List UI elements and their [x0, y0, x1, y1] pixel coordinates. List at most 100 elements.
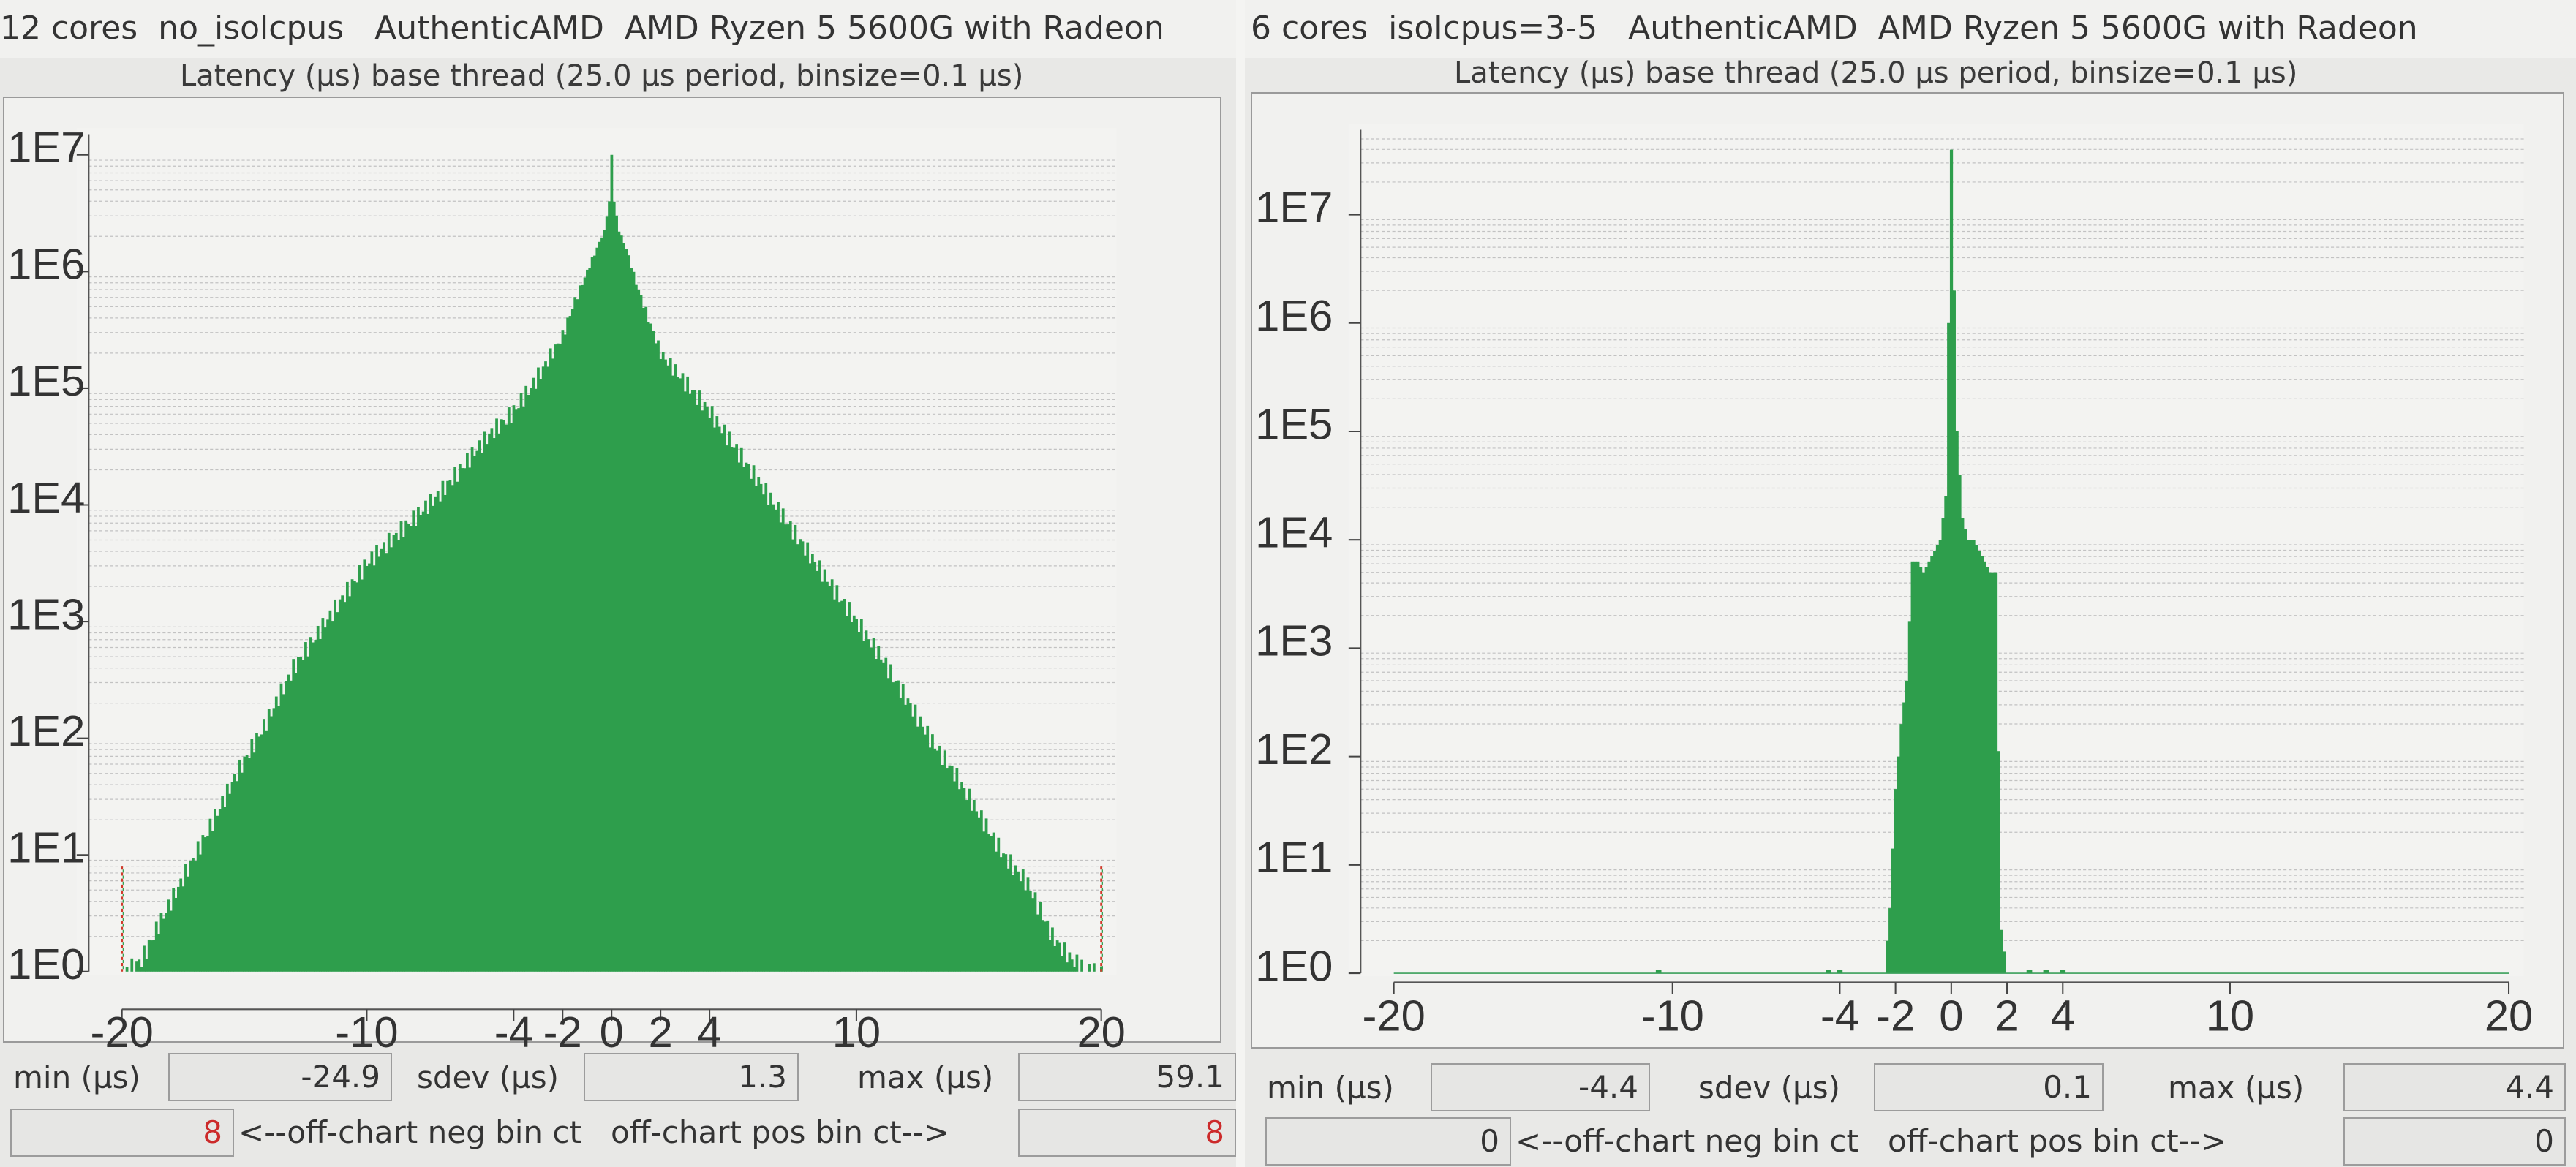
histogram-bar: [710, 406, 714, 972]
histogram-bar: [999, 857, 1003, 972]
histogram-bar: [1966, 540, 1970, 974]
histogram-bar: [1017, 871, 1020, 972]
histogram-bar: [739, 447, 743, 972]
histogram-bar: [566, 317, 570, 972]
histogram-bar: [407, 524, 410, 972]
histogram-bar: [189, 861, 192, 972]
histogram-bar: [541, 366, 545, 972]
histogram-bar: [417, 507, 420, 972]
histogram-bar: [385, 553, 388, 972]
histogram-bar: [544, 361, 547, 972]
histogram-bar: [192, 858, 195, 972]
y-tick-label: 1E1: [1255, 833, 1333, 882]
histogram-bar: [316, 625, 320, 972]
histogram-bar: [228, 793, 232, 972]
histogram-bar: [1051, 927, 1054, 972]
histogram-bar: [323, 627, 327, 972]
histogram-bar: [1655, 970, 1662, 974]
max-value-box: 4.4: [2343, 1063, 2566, 1111]
histogram-bar: [355, 582, 359, 972]
histogram-bar: [446, 480, 449, 972]
histogram-bar: [203, 837, 207, 972]
histogram-bar: [745, 462, 748, 972]
histogram-bar: [125, 967, 129, 972]
histogram-bar: [928, 747, 932, 972]
neg-count-box: 8: [10, 1109, 234, 1157]
histogram-bar: [184, 864, 187, 972]
histogram-bar: [372, 565, 376, 972]
histogram-bar: [287, 674, 290, 972]
histogram-bar: [211, 831, 214, 972]
histogram-bar: [306, 656, 310, 972]
min-label: min (µs): [13, 1060, 140, 1095]
histogram-bar: [931, 734, 934, 972]
histogram-bar: [1826, 970, 1831, 974]
histogram-bar: [781, 508, 785, 972]
histogram-bar: [644, 306, 648, 972]
histogram-bar: [2026, 970, 2033, 974]
histogram-bar: [252, 752, 256, 972]
y-tick-label: 1E0: [1255, 941, 1333, 990]
y-tick-label: 1E7: [7, 123, 85, 172]
histogram-bar: [238, 759, 241, 972]
histogram-bar: [872, 638, 875, 972]
y-tick-label: 1E3: [7, 589, 85, 638]
histogram-bar: [972, 799, 976, 972]
right-panel: 6 cores isolcpus=3-5 AuthenticAMD AMD Ry…: [1245, 0, 2576, 1167]
histogram-bar: [1963, 529, 1967, 974]
histogram-bar: [483, 431, 486, 972]
histogram-bar: [615, 215, 618, 972]
histogram-bar: [187, 876, 190, 972]
histogram-bar: [576, 299, 579, 972]
histogram-bar: [908, 703, 912, 972]
histogram-bar: [708, 418, 712, 972]
histogram-bar: [1927, 561, 1931, 974]
histogram-bar: [590, 257, 594, 972]
histogram-bar: [1055, 940, 1059, 972]
histogram-bar: [456, 481, 459, 972]
histogram-bar: [176, 886, 180, 972]
x-tick-label: -2: [1876, 991, 1915, 1040]
plot-frame: 1E0 1E1 1E2 1E3 1E4 1E5 1E6 1E7 -20 -10 -4 -2 0 2 4 10 2…: [3, 97, 1221, 1057]
histogram-bar: [549, 348, 552, 972]
histogram-bar: [165, 913, 168, 972]
histogram-bar: [603, 230, 606, 972]
histogram-bar: [272, 708, 276, 972]
histogram-bar: [921, 726, 924, 972]
histogram-bar: [556, 343, 560, 972]
histogram-bar: [926, 725, 930, 972]
histogram-bar: [475, 450, 479, 972]
histogram-bar: [632, 271, 636, 972]
x-tick-label: -4: [494, 1008, 533, 1057]
histogram-bar: [943, 750, 946, 972]
histogram-bar: [490, 428, 494, 972]
header-bar: [1245, 0, 2576, 58]
histogram-bar: [570, 309, 574, 972]
histogram-bar: [801, 541, 805, 972]
histogram-bar: [130, 958, 134, 972]
histogram-bar: [510, 423, 513, 972]
y-tick-label: 1E6: [1255, 291, 1333, 340]
histogram-bar: [397, 540, 401, 972]
histogram-bar: [157, 934, 160, 972]
plot-frame: 1E0 1E1 1E2 1E3 1E4 1E5 1E6 1E7 -20 -10 -4 -2 0 2 4 10 2…: [1251, 92, 2564, 1049]
histogram-bar: [975, 811, 979, 972]
histogram-bar: [1902, 702, 1906, 974]
histogram-bar: [448, 480, 452, 972]
histogram-bar: [1986, 567, 1989, 974]
histogram-bar: [977, 817, 981, 972]
histogram-bar: [2000, 929, 2003, 974]
histogram-bar: [690, 390, 694, 972]
histogram-bar: [1031, 898, 1035, 972]
histogram-bar: [703, 401, 707, 972]
histogram-bar: [140, 967, 143, 972]
histogram-bar: [637, 290, 641, 972]
histogram-bar: [833, 599, 836, 972]
histogram-bar: [1897, 756, 1900, 974]
histogram-bar: [728, 431, 731, 972]
histogram-bar: [963, 788, 966, 972]
histogram-bar: [762, 494, 765, 972]
histogram-bar: [593, 255, 596, 972]
